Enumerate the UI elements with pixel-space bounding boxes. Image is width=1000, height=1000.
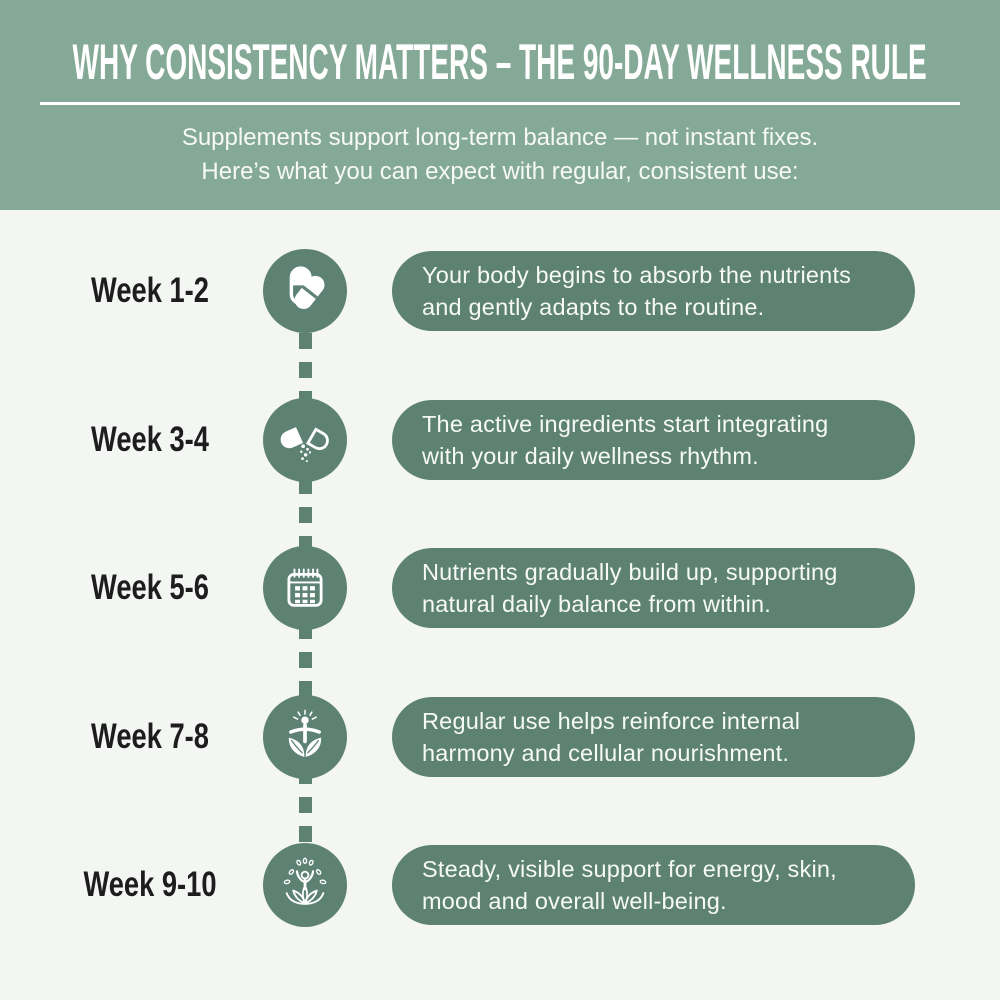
week-label: Week 1-2	[91, 271, 209, 310]
timeline-item-week-3-4: Week 3-4 The active ingredients start in…	[0, 366, 1000, 514]
title-row: WHY CONSISTENCY MATTERS – THE 90-DAY WEL…	[0, 33, 1000, 91]
box-text-line1: Regular use helps reinforce internal	[422, 708, 801, 734]
timeline-text-box: Nutrients gradually build up, supporting…	[392, 548, 915, 628]
box-text-line2: natural daily balance from within.	[422, 591, 772, 617]
timeline-text-box: Steady, visible support for energy, skin…	[392, 845, 915, 925]
week-label: Week 5-6	[91, 568, 209, 607]
pills-icon	[263, 249, 347, 333]
person-lotus-icon-graphic	[283, 857, 327, 905]
timeline-item-week-9-10: Week 9-10	[0, 811, 1000, 959]
subtitle-line-1: Supplements support long-term balance — …	[181, 124, 819, 151]
box-text-line1: The active ingredients start integrating	[422, 411, 829, 437]
week-label: Week 9-10	[83, 865, 217, 904]
title-divider	[40, 102, 960, 105]
person-lotus-icon	[263, 843, 347, 927]
calendar-icon	[263, 546, 347, 630]
box-text-line1: Steady, visible support for energy, skin…	[422, 856, 837, 882]
week-label: Week 7-8	[91, 717, 209, 756]
page-title: WHY CONSISTENCY MATTERS – THE 90-DAY WEL…	[72, 34, 928, 90]
box-text-line2: harmony and cellular nourishment.	[422, 740, 790, 766]
box-text-line1: Your body begins to absorb the nutrients	[422, 262, 852, 288]
box-text-line2: with your daily wellness rhythm.	[422, 443, 759, 469]
header-band: WHY CONSISTENCY MATTERS – THE 90-DAY WEL…	[0, 0, 1000, 210]
open-capsule-icon	[263, 398, 347, 482]
person-growth-icon-graphic	[288, 709, 322, 757]
timeline-text-box: Regular use helps reinforce internal har…	[392, 697, 915, 777]
week-label: Week 3-4	[91, 420, 209, 459]
box-text-line2: and gently adapts to the routine.	[422, 294, 765, 320]
person-growth-icon	[263, 695, 347, 779]
timeline-item-week-5-6: Week 5-6 Nutrients gradually build up, s…	[0, 514, 1000, 662]
timeline-text-box: Your body begins to absorb the nutrients…	[392, 251, 915, 331]
box-text-line1: Nutrients gradually build up, supporting	[422, 559, 838, 585]
open-capsule-icon-graphic	[280, 427, 329, 463]
subtitle-line-2: Here’s what you can expect with regular,…	[201, 158, 799, 185]
timeline-text-box: The active ingredients start integrating…	[392, 400, 915, 480]
box-text-line2: mood and overall well-being.	[422, 888, 727, 914]
timeline-item-week-1-2: Week 1-2 Your body begins to absorb the …	[0, 217, 1000, 365]
calendar-icon-graphic	[287, 568, 323, 607]
pills-icon-graphic	[289, 266, 325, 309]
timeline-item-week-7-8: Week 7-8 Regular use helps reinforce int…	[0, 663, 1000, 811]
